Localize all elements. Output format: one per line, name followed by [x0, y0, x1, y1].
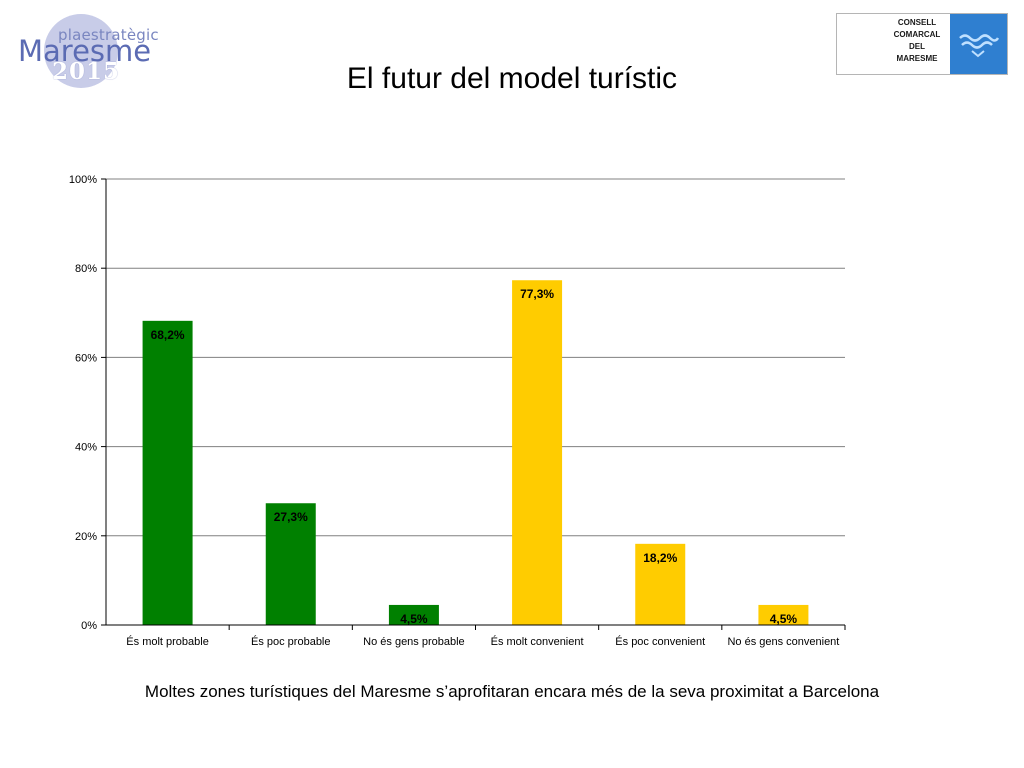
- data-label: 18,2%: [643, 551, 677, 565]
- y-tick-label: 40%: [75, 442, 97, 454]
- x-tick-label: És poc convenient: [615, 635, 705, 648]
- consell-comarcal-logo: CONSELL COMARCAL DEL MARESME: [836, 13, 1008, 75]
- logo-right-line4: MARESME: [896, 54, 938, 63]
- y-tick-label: 20%: [75, 531, 97, 543]
- chart-caption: Moltes zones turístiques del Maresme s’a…: [144, 682, 880, 701]
- logo-line2: Maresme: [18, 34, 152, 68]
- logo-circle: [44, 14, 118, 88]
- data-label: 4,5%: [770, 612, 798, 626]
- x-tick-label: És molt probable: [126, 635, 209, 648]
- y-tick-label: 0%: [81, 620, 97, 632]
- bar: [388, 604, 439, 625]
- bar: [265, 503, 316, 625]
- bar: [758, 604, 809, 625]
- logo-right-line1: CONSELL: [897, 18, 937, 27]
- x-tick-label: És molt convenient: [491, 635, 584, 648]
- data-label: 4,5%: [400, 612, 428, 626]
- bar: [512, 280, 563, 625]
- y-tick-label: 80%: [75, 263, 97, 275]
- x-tick-label: No és gens convenient: [727, 636, 839, 648]
- page-title: El futur del model turístic: [346, 62, 678, 95]
- data-label: 77,3%: [520, 287, 554, 301]
- logo-right-line3: DEL: [909, 42, 925, 51]
- y-tick-label: 60%: [75, 352, 97, 364]
- x-tick-label: No és gens probable: [363, 636, 465, 648]
- plaestrategic-maresme-logo: plaestratègic Maresme 2015: [14, 12, 164, 92]
- logo-right-line2: COMARCAL: [893, 30, 941, 39]
- x-tick-label: És poc probable: [251, 635, 331, 648]
- y-tick-label: 100%: [69, 174, 97, 186]
- logo-line1: plaestratègic: [58, 26, 159, 44]
- bar: [635, 543, 686, 625]
- data-label: 27,3%: [274, 510, 308, 524]
- bar: [142, 320, 193, 625]
- data-label: 68,2%: [151, 328, 185, 342]
- logo-line3: 2015: [52, 58, 121, 85]
- wave-emblem-icon: [950, 14, 1007, 74]
- consell-comarcal-text: CONSELL COMARCAL DEL MARESME: [877, 17, 957, 65]
